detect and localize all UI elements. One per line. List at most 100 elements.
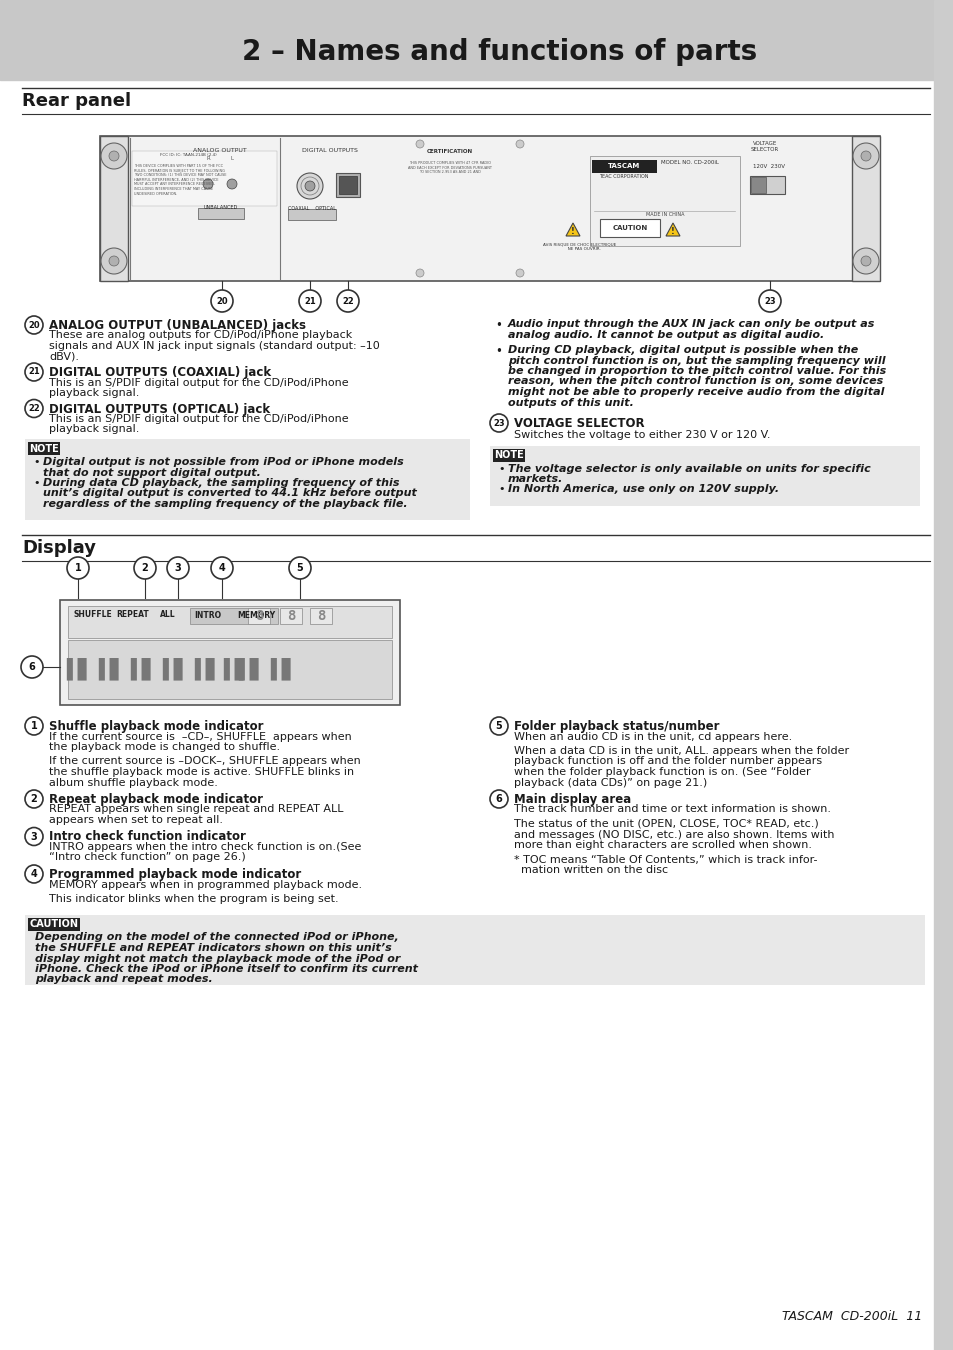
Text: VOLTAGE SELECTOR: VOLTAGE SELECTOR: [514, 417, 644, 431]
Text: CAUTION: CAUTION: [612, 225, 647, 231]
Text: reason, when the pitch control function is on, some devices: reason, when the pitch control function …: [507, 377, 882, 386]
Circle shape: [490, 414, 507, 432]
Polygon shape: [665, 223, 679, 236]
Circle shape: [516, 140, 523, 148]
Bar: [190, 608, 277, 624]
Circle shape: [759, 290, 781, 312]
Text: During data CD playback, the sampling frequency of this: During data CD playback, the sampling fr…: [43, 478, 399, 487]
Text: that do not support digital output.: that do not support digital output.: [43, 467, 260, 478]
Text: MODEL NO. CD-200iL: MODEL NO. CD-200iL: [660, 161, 719, 165]
Circle shape: [516, 269, 523, 277]
Text: 20: 20: [216, 297, 228, 305]
Text: If the current source is –DOCK–, SHUFFLE appears when: If the current source is –DOCK–, SHUFFLE…: [49, 756, 360, 767]
Circle shape: [289, 558, 311, 579]
Text: album shuffle playback mode.: album shuffle playback mode.: [49, 778, 217, 787]
Text: ▌▊: ▌▊: [270, 657, 294, 680]
Text: and messages (NO DISC, etc.) are also shown. Items with: and messages (NO DISC, etc.) are also sh…: [514, 829, 834, 840]
Bar: [60, 599, 399, 705]
Circle shape: [194, 171, 221, 197]
Circle shape: [25, 865, 43, 883]
Bar: [750, 177, 765, 193]
Text: L: L: [231, 157, 233, 161]
Text: 6: 6: [29, 662, 35, 672]
Text: CERTIFICATION: CERTIFICATION: [427, 148, 473, 154]
Text: 8: 8: [316, 609, 325, 622]
Text: the playback mode is changed to shuffle.: the playback mode is changed to shuffle.: [49, 743, 280, 752]
Bar: [338, 176, 356, 194]
Text: MEMORY: MEMORY: [236, 612, 274, 621]
Text: Switches the voltage to either 230 V or 120 V.: Switches the voltage to either 230 V or …: [514, 431, 770, 440]
Text: REPEAT appears when single repeat and REPEAT ALL: REPEAT appears when single repeat and RE…: [49, 805, 343, 814]
Text: MEMORY appears when in programmed playback mode.: MEMORY appears when in programmed playba…: [49, 879, 362, 890]
Bar: [0, 0, 953, 80]
Bar: [248, 608, 270, 624]
Text: * TOC means “Table Of Contents,” which is track infor-: * TOC means “Table Of Contents,” which i…: [514, 855, 817, 864]
Bar: [68, 606, 392, 639]
Text: If the current source is  –CD–, SHUFFLE  appears when: If the current source is –CD–, SHUFFLE a…: [49, 732, 352, 741]
Circle shape: [167, 558, 189, 579]
Circle shape: [416, 140, 423, 148]
Circle shape: [336, 290, 358, 312]
Bar: [310, 608, 332, 624]
Circle shape: [25, 316, 43, 333]
Text: 2 – Names and functions of parts: 2 – Names and functions of parts: [242, 38, 757, 66]
Circle shape: [211, 290, 233, 312]
Text: THIS DEVICE COMPLIES WITH PART 15 OF THE FCC
RULES. OPERATION IS SUBJECT TO THE : THIS DEVICE COMPLIES WITH PART 15 OF THE…: [133, 163, 226, 196]
Text: Repeat playback mode indicator: Repeat playback mode indicator: [49, 792, 263, 806]
Text: NOTE: NOTE: [494, 450, 523, 460]
Circle shape: [490, 717, 507, 734]
Text: mation written on the disc: mation written on the disc: [514, 865, 667, 875]
Text: markets.: markets.: [507, 474, 563, 485]
Circle shape: [203, 180, 213, 189]
Circle shape: [67, 558, 89, 579]
Circle shape: [101, 248, 127, 274]
Text: 1: 1: [74, 563, 81, 572]
Text: TASCAM: TASCAM: [607, 163, 639, 169]
Text: signals and AUX IN jack input signals (standard output: –10: signals and AUX IN jack input signals (s…: [49, 342, 379, 351]
Text: Shuffle playback mode indicator: Shuffle playback mode indicator: [49, 720, 263, 733]
Text: The voltage selector is only available on units for specific: The voltage selector is only available o…: [507, 463, 870, 474]
Text: 23: 23: [493, 418, 504, 428]
Text: 21: 21: [28, 367, 40, 377]
Circle shape: [211, 558, 233, 579]
Text: ▌▊: ▌▊: [131, 657, 153, 680]
Text: ▌▊: ▌▊: [238, 657, 261, 680]
Text: 5: 5: [296, 563, 303, 572]
Text: 21: 21: [304, 297, 315, 305]
Bar: [25, 439, 470, 520]
Text: 4: 4: [218, 563, 225, 572]
Text: Programmed playback mode indicator: Programmed playback mode indicator: [49, 868, 301, 882]
Text: 4: 4: [30, 869, 37, 879]
Text: SHUFFLE: SHUFFLE: [74, 610, 112, 620]
Text: appears when set to repeat all.: appears when set to repeat all.: [49, 815, 223, 825]
Circle shape: [852, 143, 878, 169]
Bar: [132, 151, 276, 207]
Bar: [589, 157, 740, 246]
Bar: [851, 136, 879, 281]
Text: •: •: [497, 463, 504, 474]
Bar: [493, 448, 524, 462]
Text: dBV).: dBV).: [49, 351, 79, 362]
Bar: [25, 914, 924, 986]
Circle shape: [861, 151, 870, 161]
Circle shape: [21, 656, 43, 678]
Text: Rear panel: Rear panel: [22, 92, 131, 109]
Circle shape: [227, 180, 236, 189]
Text: •: •: [497, 485, 504, 494]
Bar: [100, 136, 128, 281]
Text: Folder playback status/number: Folder playback status/number: [514, 720, 719, 733]
Text: •: •: [495, 319, 501, 332]
Circle shape: [490, 790, 507, 809]
Text: playback (data CDs)” on page 21.): playback (data CDs)” on page 21.): [514, 778, 706, 787]
Circle shape: [852, 248, 878, 274]
Text: 23: 23: [763, 297, 775, 305]
Bar: [100, 136, 879, 281]
Circle shape: [25, 363, 43, 381]
Text: Audio input through the AUX IN jack can only be output as: Audio input through the AUX IN jack can …: [507, 319, 875, 329]
Text: REPEAT: REPEAT: [116, 610, 149, 620]
Text: FCC ID: IC: TAAN-214B (2.4): FCC ID: IC: TAAN-214B (2.4): [160, 153, 216, 157]
Circle shape: [25, 717, 43, 734]
Text: In North America, use only on 120V supply.: In North America, use only on 120V suppl…: [507, 485, 779, 494]
Text: “Intro check function” on page 26.): “Intro check function” on page 26.): [49, 852, 246, 863]
Text: UNBALANCED: UNBALANCED: [204, 205, 238, 211]
